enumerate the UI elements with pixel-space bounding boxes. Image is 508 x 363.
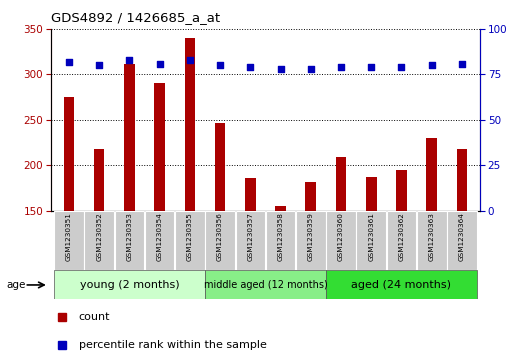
Bar [417,211,447,270]
Bar [145,211,174,270]
Bar [336,157,346,211]
Point [155,61,164,66]
Text: GSM1230352: GSM1230352 [96,212,102,261]
Point [246,64,255,70]
Text: percentile rank within the sample: percentile rank within the sample [79,340,267,350]
Bar [366,177,376,211]
Bar [396,170,407,211]
Bar [205,270,326,299]
Bar [205,211,235,270]
Bar [387,211,416,270]
Point [307,66,315,72]
Text: GSM1230355: GSM1230355 [187,212,193,261]
Point [367,64,375,70]
Bar [184,38,195,211]
Text: GSM1230364: GSM1230364 [459,212,465,261]
Bar [64,97,74,211]
Bar [84,211,114,270]
Text: GSM1230359: GSM1230359 [308,212,314,261]
Text: GSM1230361: GSM1230361 [368,212,374,261]
Point [186,57,194,63]
Point [458,61,466,66]
Bar [245,178,256,211]
Bar [266,211,295,270]
Bar [357,211,386,270]
Text: middle aged (12 months): middle aged (12 months) [204,280,327,290]
Bar [115,211,144,270]
Point [276,66,284,72]
Text: GSM1230362: GSM1230362 [398,212,404,261]
Bar [447,211,477,270]
Bar [54,211,84,270]
Point [65,59,73,65]
Text: GSM1230358: GSM1230358 [277,212,283,261]
Bar [94,149,105,211]
Text: GSM1230354: GSM1230354 [156,212,163,261]
Text: GSM1230357: GSM1230357 [247,212,253,261]
Point [216,62,224,68]
Bar [326,270,477,299]
Point [95,62,103,68]
Bar [426,138,437,211]
Point [397,64,405,70]
Bar [215,122,226,211]
Bar [457,149,467,211]
Text: GSM1230356: GSM1230356 [217,212,223,261]
Text: count: count [79,312,110,322]
Text: GSM1230353: GSM1230353 [126,212,133,261]
Text: age: age [6,280,25,290]
Text: GSM1230360: GSM1230360 [338,212,344,261]
Text: GDS4892 / 1426685_a_at: GDS4892 / 1426685_a_at [51,11,220,24]
Text: aged (24 months): aged (24 months) [352,280,452,290]
Text: GSM1230363: GSM1230363 [429,212,435,261]
Bar [124,64,135,211]
Bar [296,211,326,270]
Bar [326,211,356,270]
Bar [54,270,205,299]
Bar [175,211,205,270]
Text: young (2 months): young (2 months) [80,280,179,290]
Point [428,62,436,68]
Bar [275,206,286,211]
Text: GSM1230351: GSM1230351 [66,212,72,261]
Bar [305,182,316,211]
Bar [154,83,165,211]
Point [337,64,345,70]
Point [125,57,134,63]
Bar [236,211,265,270]
